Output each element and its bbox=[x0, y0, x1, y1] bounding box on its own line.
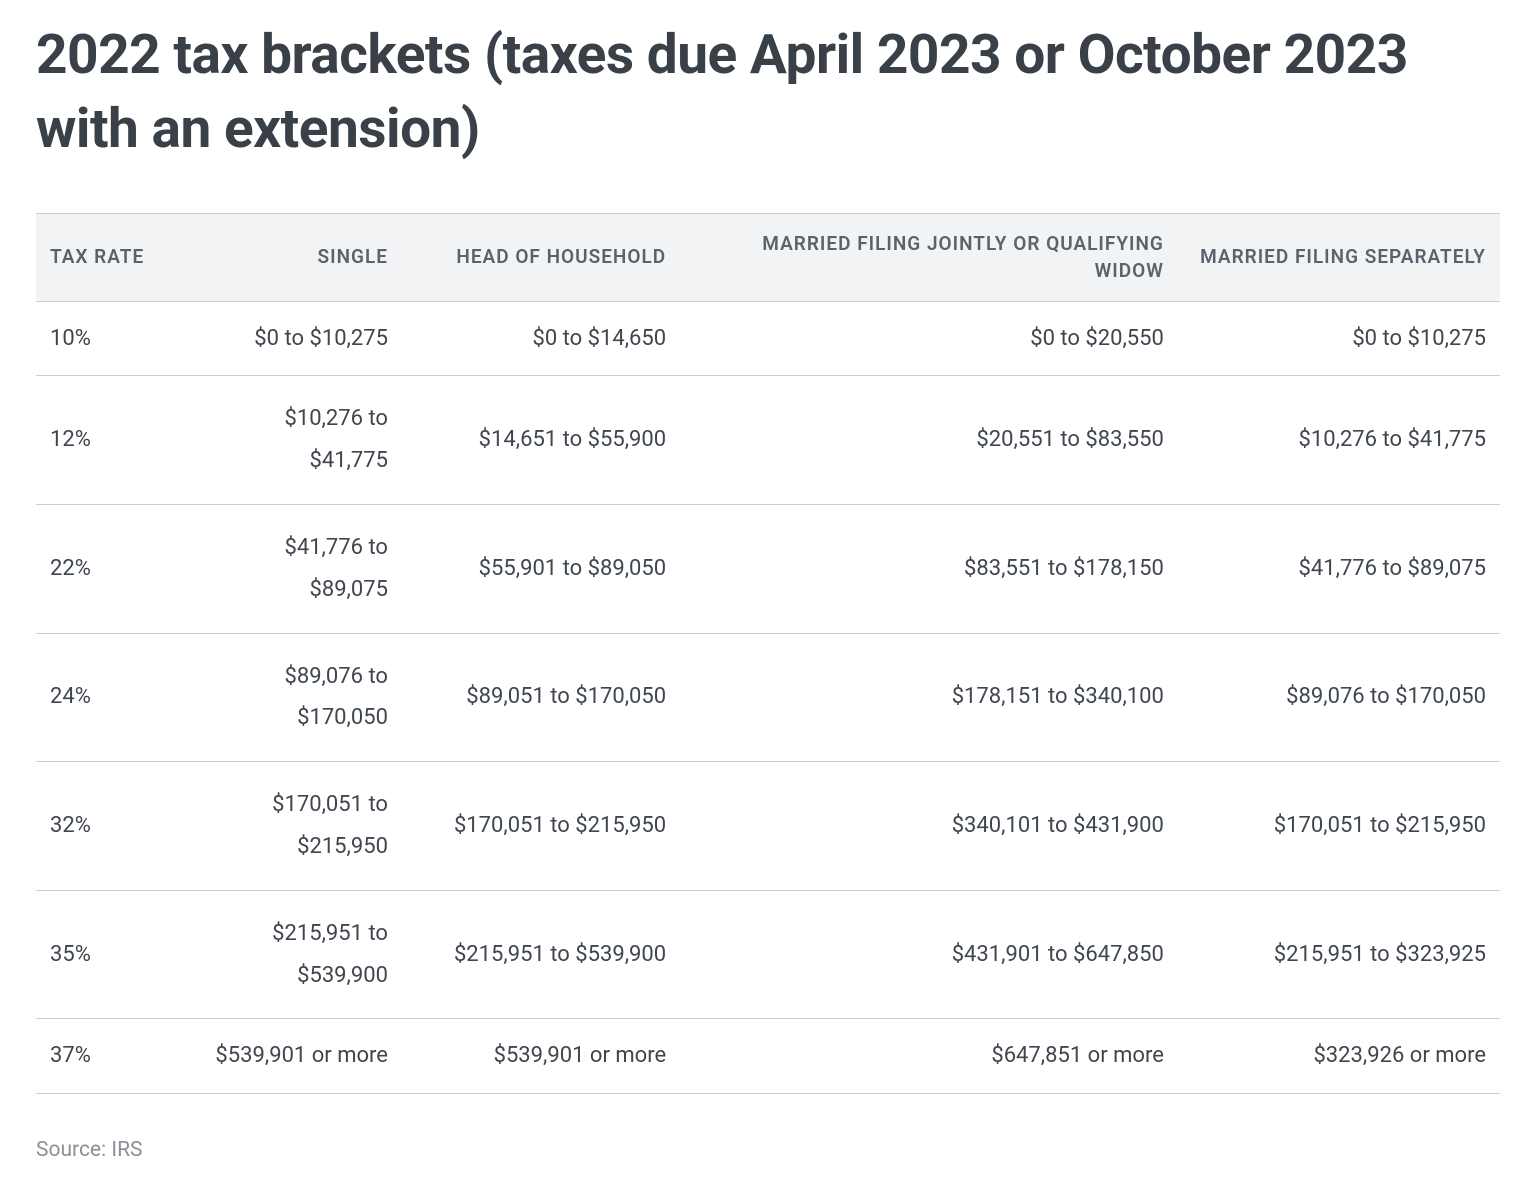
source-attribution: Source: IRS bbox=[36, 1138, 1500, 1162]
cell-single: $170,051 to $215,950 bbox=[168, 762, 402, 891]
cell-mfj: $20,551 to $83,550 bbox=[680, 376, 1178, 505]
cell-mfs: $89,076 to $170,050 bbox=[1178, 633, 1500, 762]
table-row: 37%$539,901 or more$539,901 or more$647,… bbox=[36, 1019, 1500, 1094]
col-header-mfj: MARRIED FILING JOINTLY OR QUALIFYING WID… bbox=[680, 213, 1178, 301]
table-row: 35%$215,951 to $539,900$215,951 to $539,… bbox=[36, 890, 1500, 1019]
col-header-single: SINGLE bbox=[168, 213, 402, 301]
table-row: 22%$41,776 to $89,075$55,901 to $89,050$… bbox=[36, 504, 1500, 633]
cell-mfj: $431,901 to $647,850 bbox=[680, 890, 1178, 1019]
cell-mfs: $0 to $10,275 bbox=[1178, 301, 1500, 376]
table-row: 32%$170,051 to $215,950$170,051 to $215,… bbox=[36, 762, 1500, 891]
table-row: 12%$10,276 to $41,775$14,651 to $55,900$… bbox=[36, 376, 1500, 505]
cell-mfj: $83,551 to $178,150 bbox=[680, 504, 1178, 633]
page-title: 2022 tax brackets (taxes due April 2023 … bbox=[36, 18, 1500, 167]
cell-hoh: $0 to $14,650 bbox=[402, 301, 680, 376]
table-body: 10%$0 to $10,275$0 to $14,650$0 to $20,5… bbox=[36, 301, 1500, 1094]
cell-mfs: $215,951 to $323,925 bbox=[1178, 890, 1500, 1019]
cell-mfj: $340,101 to $431,900 bbox=[680, 762, 1178, 891]
cell-single: $41,776 to $89,075 bbox=[168, 504, 402, 633]
cell-mfj: $0 to $20,550 bbox=[680, 301, 1178, 376]
cell-mfj: $647,851 or more bbox=[680, 1019, 1178, 1094]
cell-hoh: $539,901 or more bbox=[402, 1019, 680, 1094]
cell-mfs: $170,051 to $215,950 bbox=[1178, 762, 1500, 891]
cell-single: $539,901 or more bbox=[168, 1019, 402, 1094]
cell-single: $89,076 to $170,050 bbox=[168, 633, 402, 762]
table-row: 10%$0 to $10,275$0 to $14,650$0 to $20,5… bbox=[36, 301, 1500, 376]
tax-bracket-table: TAX RATE SINGLE HEAD OF HOUSEHOLD MARRIE… bbox=[36, 213, 1500, 1095]
cell-mfj: $178,151 to $340,100 bbox=[680, 633, 1178, 762]
cell-mfs: $10,276 to $41,775 bbox=[1178, 376, 1500, 505]
cell-rate: 37% bbox=[36, 1019, 168, 1094]
table-header-row: TAX RATE SINGLE HEAD OF HOUSEHOLD MARRIE… bbox=[36, 213, 1500, 301]
cell-rate: 35% bbox=[36, 890, 168, 1019]
cell-single: $10,276 to $41,775 bbox=[168, 376, 402, 505]
cell-hoh: $215,951 to $539,900 bbox=[402, 890, 680, 1019]
cell-rate: 22% bbox=[36, 504, 168, 633]
cell-single: $0 to $10,275 bbox=[168, 301, 402, 376]
cell-rate: 24% bbox=[36, 633, 168, 762]
cell-mfs: $41,776 to $89,075 bbox=[1178, 504, 1500, 633]
cell-hoh: $89,051 to $170,050 bbox=[402, 633, 680, 762]
table-row: 24%$89,076 to $170,050$89,051 to $170,05… bbox=[36, 633, 1500, 762]
cell-single: $215,951 to $539,900 bbox=[168, 890, 402, 1019]
cell-hoh: $55,901 to $89,050 bbox=[402, 504, 680, 633]
col-header-rate: TAX RATE bbox=[36, 213, 168, 301]
cell-hoh: $14,651 to $55,900 bbox=[402, 376, 680, 505]
cell-hoh: $170,051 to $215,950 bbox=[402, 762, 680, 891]
cell-rate: 12% bbox=[36, 376, 168, 505]
cell-rate: 32% bbox=[36, 762, 168, 891]
cell-mfs: $323,926 or more bbox=[1178, 1019, 1500, 1094]
col-header-mfs: MARRIED FILING SEPARATELY bbox=[1178, 213, 1500, 301]
cell-rate: 10% bbox=[36, 301, 168, 376]
col-header-hoh: HEAD OF HOUSEHOLD bbox=[402, 213, 680, 301]
